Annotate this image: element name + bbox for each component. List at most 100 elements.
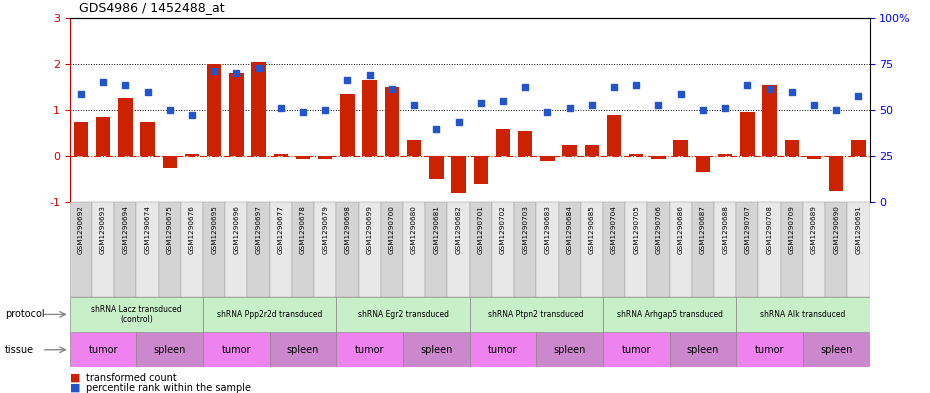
Bar — [829, 156, 844, 191]
Point — [96, 79, 111, 85]
Bar — [718, 154, 732, 156]
Bar — [737, 332, 803, 367]
Bar — [340, 94, 354, 156]
Bar — [625, 202, 647, 297]
Text: GSM1290681: GSM1290681 — [433, 205, 439, 254]
Bar — [537, 202, 559, 297]
Bar — [159, 202, 180, 297]
Bar — [737, 297, 870, 332]
Text: tumor: tumor — [621, 345, 651, 355]
Bar — [470, 297, 603, 332]
Text: percentile rank within the sample: percentile rank within the sample — [86, 383, 251, 393]
Text: spleen: spleen — [420, 345, 453, 355]
Text: GSM1290696: GSM1290696 — [233, 205, 239, 254]
Text: GSM1290675: GSM1290675 — [166, 205, 173, 254]
Bar — [363, 80, 377, 156]
Bar — [425, 202, 447, 297]
Bar — [380, 202, 403, 297]
Text: GSM1290684: GSM1290684 — [566, 205, 573, 254]
Bar — [273, 154, 288, 156]
Bar — [585, 145, 599, 156]
Bar — [559, 202, 580, 297]
Bar — [629, 154, 644, 156]
Bar — [670, 332, 737, 367]
Point — [562, 105, 577, 111]
Bar — [470, 332, 537, 367]
Point — [251, 65, 266, 72]
Point — [784, 88, 799, 95]
Bar — [247, 202, 270, 297]
Bar — [137, 332, 203, 367]
Point — [273, 105, 288, 111]
Bar — [385, 87, 399, 156]
Text: GSM1290676: GSM1290676 — [189, 205, 195, 254]
Text: GSM1290679: GSM1290679 — [322, 205, 328, 254]
Bar — [825, 202, 847, 297]
Bar — [270, 202, 292, 297]
Bar — [603, 202, 625, 297]
Bar — [563, 145, 577, 156]
Text: spleen: spleen — [686, 345, 719, 355]
Bar — [647, 202, 670, 297]
Bar — [651, 156, 666, 158]
Text: tissue: tissue — [5, 345, 33, 355]
Point — [296, 109, 311, 116]
Text: GSM1290688: GSM1290688 — [722, 205, 728, 254]
Point — [429, 125, 444, 132]
Point — [651, 102, 666, 108]
Bar — [759, 202, 780, 297]
Text: spleen: spleen — [286, 345, 319, 355]
Bar — [447, 202, 470, 297]
Text: GSM1290706: GSM1290706 — [656, 205, 661, 254]
Bar — [803, 202, 825, 297]
Point — [829, 107, 844, 113]
Point — [496, 97, 511, 104]
Text: shRNA Alk transduced: shRNA Alk transduced — [760, 310, 845, 319]
Bar — [185, 154, 199, 156]
Text: shRNA Ptpn2 transduced: shRNA Ptpn2 transduced — [488, 310, 584, 319]
Point — [406, 102, 421, 108]
Bar — [203, 332, 270, 367]
Point — [718, 105, 733, 111]
Bar — [670, 202, 692, 297]
Text: spleen: spleen — [153, 345, 186, 355]
Text: GSM1290698: GSM1290698 — [344, 205, 351, 254]
Bar — [270, 332, 337, 367]
Bar — [607, 115, 621, 156]
Text: tumor: tumor — [755, 345, 784, 355]
Bar — [337, 297, 470, 332]
Text: ■: ■ — [70, 383, 80, 393]
Bar — [296, 156, 311, 158]
Point — [229, 70, 244, 76]
Bar — [225, 202, 247, 297]
Bar — [70, 332, 137, 367]
Bar — [137, 202, 159, 297]
Text: GSM1290699: GSM1290699 — [366, 205, 373, 254]
Bar — [140, 121, 154, 156]
Bar — [163, 156, 177, 168]
Bar — [714, 202, 737, 297]
Text: protocol: protocol — [5, 309, 45, 320]
Bar — [70, 297, 203, 332]
Text: GSM1290678: GSM1290678 — [300, 205, 306, 254]
Point — [851, 93, 866, 99]
Text: GSM1290689: GSM1290689 — [811, 205, 817, 254]
Point — [540, 109, 555, 116]
Bar — [537, 332, 603, 367]
Bar — [847, 202, 870, 297]
Point — [206, 68, 221, 74]
Bar — [403, 202, 425, 297]
Bar — [314, 202, 337, 297]
Bar — [673, 140, 688, 156]
Point — [806, 102, 821, 108]
Text: GSM1290703: GSM1290703 — [522, 205, 528, 254]
Text: GDS4986 / 1452488_at: GDS4986 / 1452488_at — [79, 1, 225, 14]
Text: GSM1290682: GSM1290682 — [456, 205, 461, 254]
Text: GSM1290685: GSM1290685 — [589, 205, 595, 254]
Text: GSM1290702: GSM1290702 — [500, 205, 506, 254]
Bar — [737, 202, 759, 297]
Text: GSM1290707: GSM1290707 — [744, 205, 751, 254]
Point — [318, 107, 333, 113]
Point — [140, 88, 155, 95]
Text: GSM1290692: GSM1290692 — [78, 205, 84, 254]
